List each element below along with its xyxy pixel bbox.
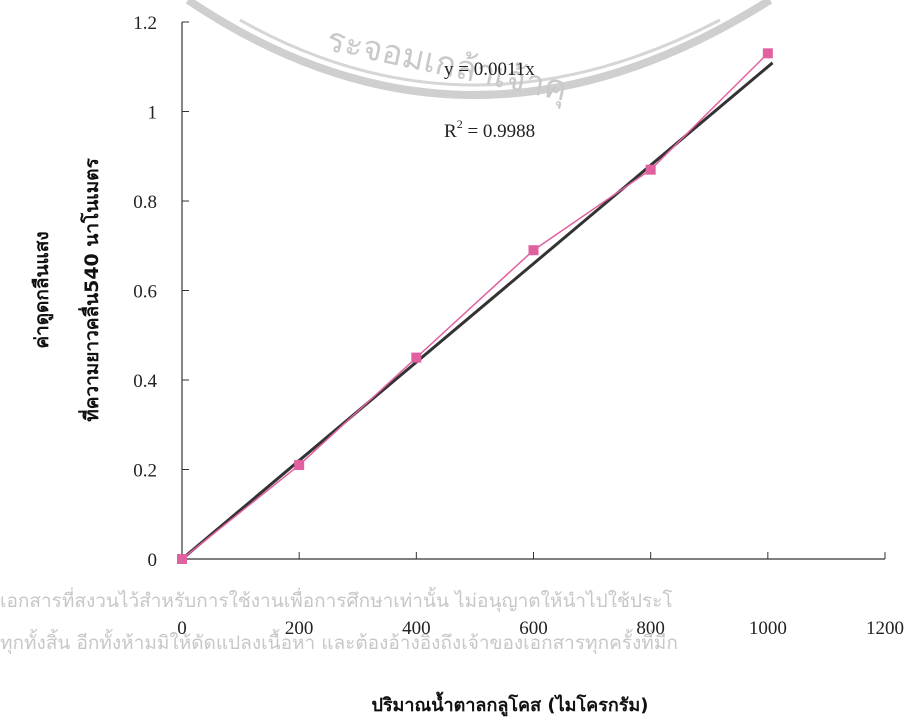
y-ticks: 0 0.2 0.4 0.6 0.8 1 1.2 xyxy=(133,13,189,571)
trend-equation: y = 0.0011x xyxy=(444,59,535,80)
y-axis-label-line2: ที่ความยาวคลื่น540 นาโนเมตร xyxy=(78,157,103,421)
series-markers xyxy=(177,48,773,564)
x-tick-label: 800 xyxy=(636,618,665,639)
y-tick-label: 0.4 xyxy=(133,371,157,392)
x-tick-label: 200 xyxy=(285,618,314,639)
data-point xyxy=(411,352,422,363)
series-line xyxy=(181,52,769,560)
data-point xyxy=(762,48,773,59)
r-squared: R2 = 0.9988 xyxy=(444,117,535,142)
x-axis-label: ปริมาณน้ำตาลกลูโคส (ไมโครกรัม) xyxy=(371,691,648,717)
data-point xyxy=(528,245,539,256)
y-tick-label: 0.8 xyxy=(133,192,157,213)
x-tick-label: 0 xyxy=(177,618,187,639)
x-tick-label: 600 xyxy=(519,618,548,639)
y-tick-label: 1 xyxy=(148,103,158,124)
y-tick-label: 0.6 xyxy=(133,282,157,303)
watermark-line1: เอกสารที่สงวนไว้สำหรับการใช้งานเพื่อการศ… xyxy=(0,587,673,613)
seal-outer-arc xyxy=(185,0,773,99)
data-point xyxy=(177,554,187,564)
y-tick-label: 0.2 xyxy=(133,461,157,482)
x-ticks: 0 200 400 600 800 1000 1200 xyxy=(177,552,904,639)
y-tick-label: 1.2 xyxy=(133,13,157,34)
seal-watermark: ระจอมเกล้าเจ้าคุ xyxy=(185,0,773,110)
r-squared-exponent: 2 xyxy=(457,117,463,131)
r-squared-prefix: R xyxy=(444,121,457,142)
data-point xyxy=(294,460,305,471)
x-tick-label: 1200 xyxy=(866,618,904,639)
r-squared-value: = 0.9988 xyxy=(463,121,535,142)
y-axis-label-line1: ค่าดูดกลืนแสง xyxy=(31,231,54,348)
watermark-line2: ทุกทั้งสิ้น อีกทั้งห้ามมิให้ดัดแปลงเนื้อ… xyxy=(0,629,678,655)
data-point xyxy=(645,164,656,175)
y-tick-label: 0 xyxy=(148,550,158,571)
x-tick-label: 1000 xyxy=(749,618,787,639)
x-tick-label: 400 xyxy=(402,618,431,639)
seal-inner-arc xyxy=(239,18,721,87)
